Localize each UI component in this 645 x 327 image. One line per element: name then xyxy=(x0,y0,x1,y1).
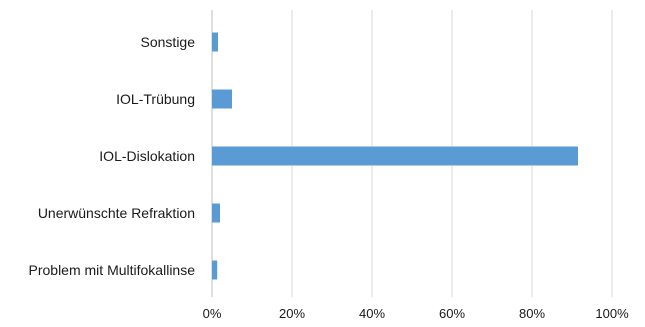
category-label: IOL-Trübung xyxy=(116,91,195,107)
x-tick-label: 20% xyxy=(279,306,305,321)
x-tick-label: 40% xyxy=(359,306,385,321)
bar-2 xyxy=(212,89,232,109)
bar-5 xyxy=(212,260,218,280)
category-labels: Sonstige IOL-Trübung IOL-Dislokation Unerwü… xyxy=(29,34,196,278)
bar-4 xyxy=(212,203,220,223)
x-tick-label: 0% xyxy=(203,306,222,321)
category-label: IOL-Dislokation xyxy=(99,148,195,164)
category-label: Unerwünschte Refraktion xyxy=(38,205,195,221)
category-label: Problem mit Multifokallinse xyxy=(29,262,196,278)
x-tick-label: 60% xyxy=(439,306,465,321)
x-tick-label: 80% xyxy=(519,306,545,321)
category-label: Sonstige xyxy=(141,34,196,50)
x-tick-labels: 0% 20% 40% 60% 80% 100% xyxy=(203,306,629,321)
bar-3 xyxy=(212,146,578,166)
x-tick-label: 100% xyxy=(595,306,629,321)
bars xyxy=(212,32,578,280)
bar-1 xyxy=(212,32,218,52)
